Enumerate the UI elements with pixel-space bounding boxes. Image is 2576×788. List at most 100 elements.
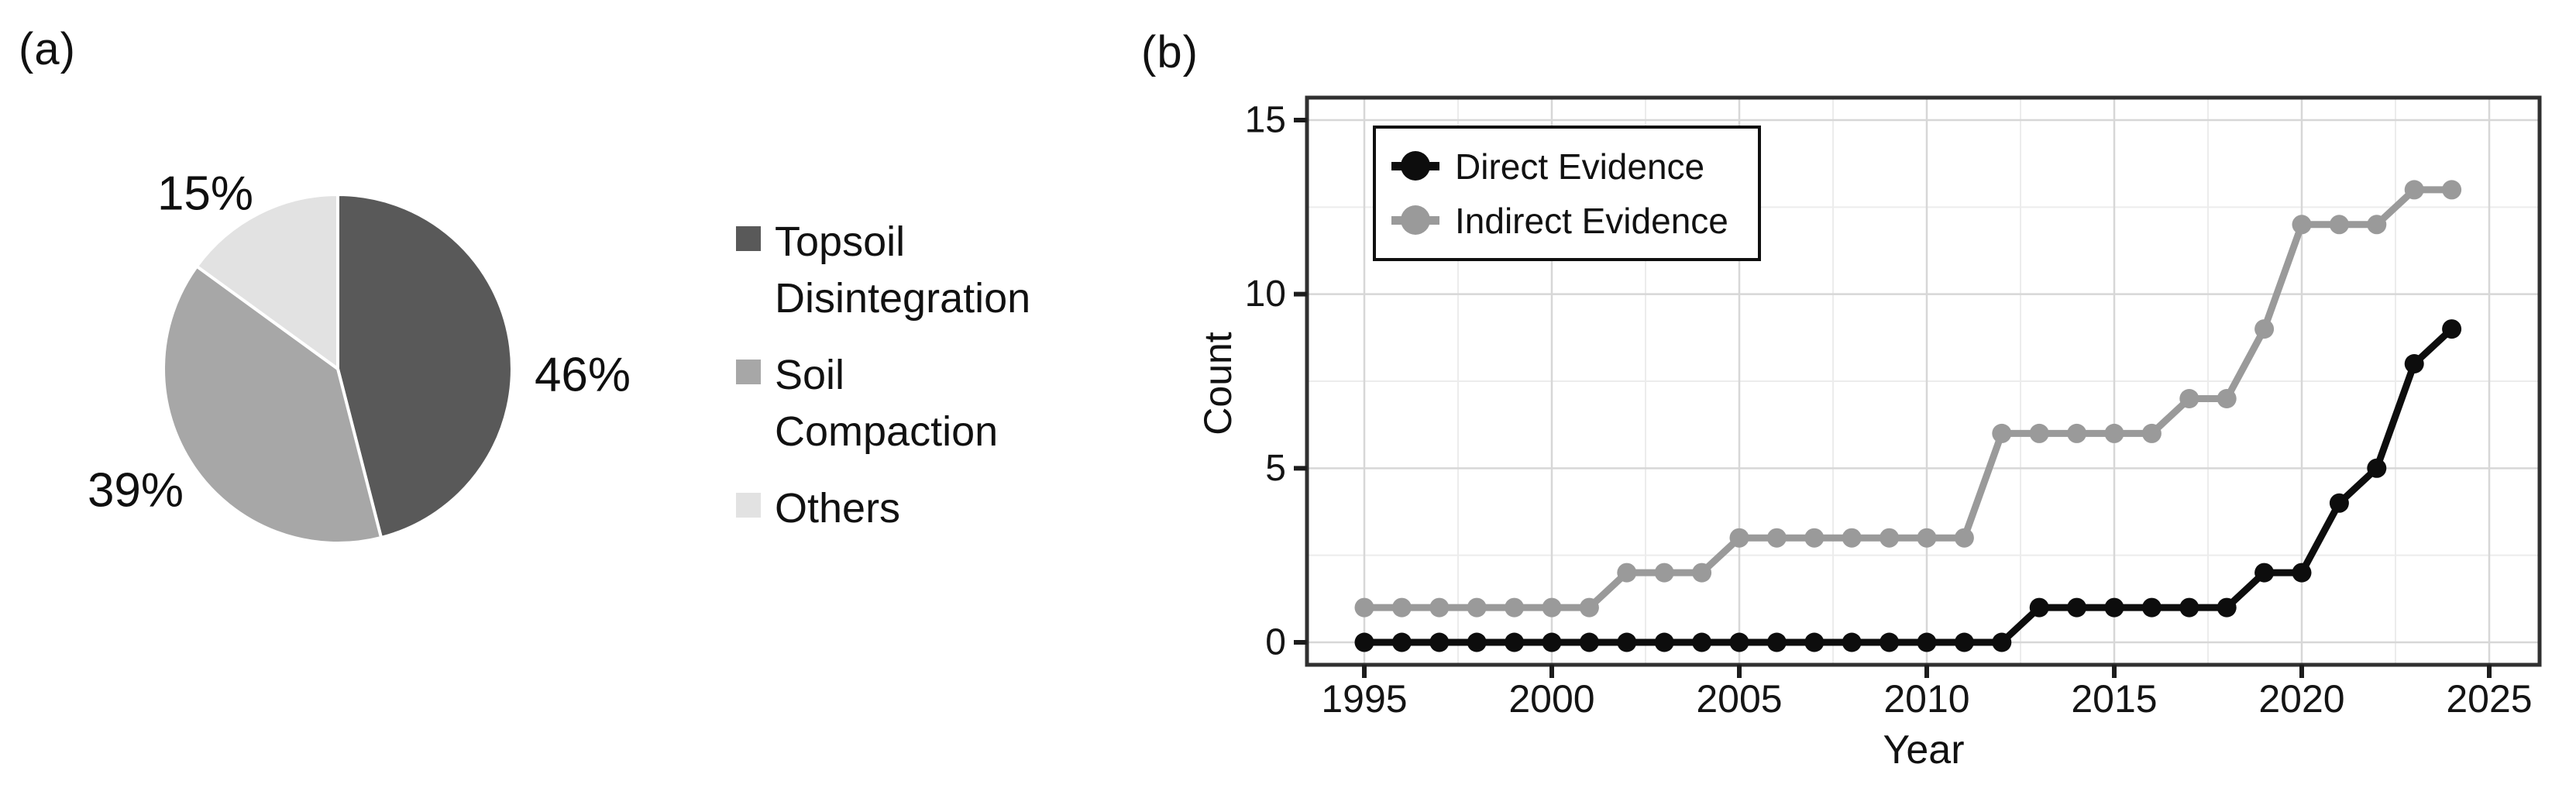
x-axis-title: Year <box>1883 728 1965 773</box>
data-point-indirect-evidence <box>1692 563 1712 583</box>
data-point-indirect-evidence <box>1842 528 1862 548</box>
y-axis-title: Count <box>1196 332 1240 435</box>
legend-swatch-topsoil-disintegration <box>736 226 761 251</box>
data-point-direct-evidence <box>1429 632 1450 652</box>
data-point-indirect-evidence <box>1542 597 1562 618</box>
data-point-indirect-evidence <box>1954 528 1974 548</box>
pie-slice-others <box>195 193 339 370</box>
x-tick-label: 2010 <box>1883 677 1969 721</box>
data-point-indirect-evidence <box>1766 528 1787 548</box>
data-point-direct-evidence <box>1766 632 1787 652</box>
data-point-direct-evidence <box>2442 319 2462 339</box>
plot-border <box>1305 95 2542 667</box>
data-point-indirect-evidence <box>2254 319 2275 339</box>
point-dot-icon <box>1401 205 1430 235</box>
data-point-indirect-evidence <box>2367 215 2387 235</box>
line-point-marker-icon <box>1391 151 1439 181</box>
data-point-direct-evidence <box>2217 597 2237 618</box>
panel-b-label: (b) <box>1141 27 1199 77</box>
pie-legend-item-soil-compaction: Soil Compaction <box>736 347 1054 460</box>
x-tick-label: 2020 <box>2258 677 2344 721</box>
pie-legend-item-topsoil-disintegration: Topsoil Disintegration <box>736 214 1054 327</box>
data-point-direct-evidence <box>2292 563 2312 583</box>
y-tick-label: 15 <box>1245 100 1286 141</box>
data-point-direct-evidence <box>1505 632 1525 652</box>
data-point-direct-evidence <box>1992 632 2012 652</box>
pie-legend-item-others: Others <box>736 480 1054 537</box>
data-point-direct-evidence <box>1654 632 1674 652</box>
data-point-direct-evidence <box>1880 632 1900 652</box>
data-point-direct-evidence <box>2254 563 2275 583</box>
y-tick-label: 5 <box>1265 448 1286 489</box>
y-tick-label: 0 <box>1265 622 1286 663</box>
y-tick-label: 10 <box>1245 274 1286 315</box>
data-point-indirect-evidence <box>1505 597 1525 618</box>
x-tick-label: 1995 <box>1321 677 1407 721</box>
data-point-direct-evidence <box>1467 632 1487 652</box>
data-point-direct-evidence <box>2179 597 2199 618</box>
data-point-indirect-evidence <box>1467 597 1487 618</box>
data-point-indirect-evidence <box>2292 215 2312 235</box>
data-point-direct-evidence <box>1354 632 1374 652</box>
data-point-direct-evidence <box>1617 632 1637 652</box>
legend-swatch-soil-compaction <box>736 360 761 384</box>
data-point-direct-evidence <box>2141 597 2162 618</box>
x-tick-label: 2000 <box>1508 677 1594 721</box>
point-dot-icon <box>1401 151 1430 181</box>
data-point-direct-evidence <box>1542 632 1562 652</box>
data-point-direct-evidence <box>1917 632 1937 652</box>
legend-label-indirect-evidence: Indirect Evidence <box>1455 200 1728 241</box>
data-point-indirect-evidence <box>2404 180 2424 200</box>
legend-row-indirect-evidence: Indirect Evidence <box>1391 194 1758 248</box>
data-point-direct-evidence <box>1804 632 1825 652</box>
series-line-direct-evidence <box>1360 325 2456 646</box>
data-point-indirect-evidence <box>1917 528 1937 548</box>
data-point-indirect-evidence <box>2179 389 2199 408</box>
data-point-direct-evidence <box>1692 632 1712 652</box>
data-point-direct-evidence <box>2029 597 2049 618</box>
data-point-indirect-evidence <box>2029 423 2049 443</box>
data-point-indirect-evidence <box>1654 563 1674 583</box>
pie-legend-label: Soil Compaction <box>775 352 999 455</box>
pie-slice-topsoil-disintegration <box>336 193 514 539</box>
data-point-direct-evidence <box>2367 458 2387 478</box>
line-point-marker-icon <box>1391 205 1439 235</box>
data-point-indirect-evidence <box>1354 597 1374 618</box>
data-point-direct-evidence <box>1391 632 1412 652</box>
data-point-direct-evidence <box>1729 632 1749 652</box>
data-point-indirect-evidence <box>1880 528 1900 548</box>
legend-label-direct-evidence: Direct Evidence <box>1455 146 1705 187</box>
pie-legend: Topsoil Disintegration Soil Compaction O… <box>736 214 1054 537</box>
pie-label-topsoil-disintegration: 46% <box>534 348 631 402</box>
pie-legend-label: Topsoil Disintegration <box>775 219 1031 322</box>
data-point-indirect-evidence <box>1579 597 1599 618</box>
pie-label-others: 15% <box>156 167 254 221</box>
data-point-indirect-evidence <box>2104 423 2124 443</box>
pie-slice-soil-compaction <box>162 264 383 545</box>
data-point-direct-evidence <box>2329 493 2349 513</box>
data-point-indirect-evidence <box>1992 423 2012 443</box>
data-point-indirect-evidence <box>2442 180 2462 200</box>
panel-a-label: (a) <box>19 24 76 74</box>
data-point-indirect-evidence <box>2217 389 2237 408</box>
data-point-indirect-evidence <box>1729 528 1749 548</box>
chart-legend: Direct Evidence Indirect Evidence <box>1373 126 1761 261</box>
data-point-indirect-evidence <box>2067 423 2087 443</box>
data-point-direct-evidence <box>1954 632 1974 652</box>
x-tick-label: 2025 <box>2446 677 2532 721</box>
data-point-direct-evidence <box>2067 597 2087 618</box>
data-point-indirect-evidence <box>1804 528 1825 548</box>
legend-swatch-others <box>736 493 761 518</box>
data-point-direct-evidence <box>2404 354 2424 373</box>
data-point-indirect-evidence <box>1429 597 1450 618</box>
data-point-indirect-evidence <box>1391 597 1412 618</box>
data-point-direct-evidence <box>1842 632 1862 652</box>
data-point-direct-evidence <box>1579 632 1599 652</box>
data-point-indirect-evidence <box>2141 423 2162 443</box>
data-point-direct-evidence <box>2104 597 2124 618</box>
pie-legend-label: Others <box>775 485 901 532</box>
legend-row-direct-evidence: Direct Evidence <box>1391 139 1758 194</box>
